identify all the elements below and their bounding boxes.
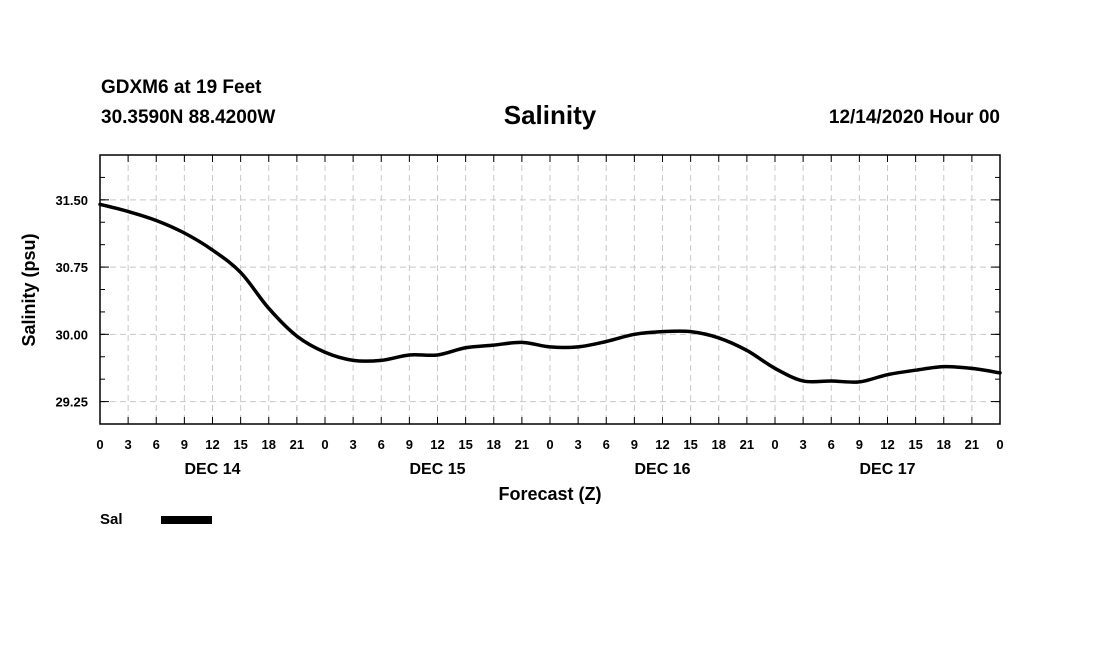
x-tick-label: 9 bbox=[406, 437, 413, 452]
day-label: DEC 17 bbox=[859, 461, 915, 478]
x-tick-label: 18 bbox=[262, 437, 276, 452]
day-label: DEC 15 bbox=[409, 461, 465, 478]
x-tick-label: 18 bbox=[712, 437, 726, 452]
station-label: GDXM6 at 19 Feet bbox=[101, 77, 262, 98]
x-tick-label: 15 bbox=[908, 437, 922, 452]
x-tick-label: 3 bbox=[800, 437, 807, 452]
x-tick-label: 21 bbox=[965, 437, 979, 452]
x-tick-label: 9 bbox=[181, 437, 188, 452]
grid-lines bbox=[100, 155, 1000, 424]
day-label: DEC 14 bbox=[184, 461, 240, 478]
axes: 0 3 6 9 12 15 18 21 0 3 6 9 12 15 18 21 0 3 6 9 12 15 18 21 0 3 6 9… bbox=[55, 154, 1004, 478]
x-tick-label: 15 bbox=[458, 437, 472, 452]
x-tick-label: 0 bbox=[546, 437, 553, 452]
x-tick-label: 3 bbox=[350, 437, 357, 452]
coordinates-label: 30.3590N 88.4200W bbox=[101, 107, 276, 128]
x-tick-label: 18 bbox=[937, 437, 951, 452]
x-tick-label: 12 bbox=[205, 437, 219, 452]
y-tick-label: 29.25 bbox=[55, 395, 88, 410]
x-tick-label: 12 bbox=[655, 437, 669, 452]
x-tick-label: 9 bbox=[631, 437, 638, 452]
chart-title: Salinity bbox=[503, 100, 597, 130]
x-tick-label: 0 bbox=[96, 437, 103, 452]
day-label: DEC 16 bbox=[634, 461, 690, 478]
x-tick-label: 18 bbox=[487, 437, 501, 452]
legend-swatch bbox=[161, 516, 212, 524]
x-tick-label: 6 bbox=[378, 437, 385, 452]
x-tick-label: 21 bbox=[515, 437, 529, 452]
y-tick-label: 30.75 bbox=[55, 260, 88, 275]
x-tick-label: 15 bbox=[683, 437, 697, 452]
x-axis-title: Forecast (Z) bbox=[498, 484, 601, 504]
y-tick-label: 31.50 bbox=[55, 193, 88, 208]
x-tick-label: 0 bbox=[321, 437, 328, 452]
legend-label: Sal bbox=[100, 511, 123, 528]
x-tick-label: 12 bbox=[880, 437, 894, 452]
x-tick-label: 6 bbox=[153, 437, 160, 452]
x-tick-label: 0 bbox=[771, 437, 778, 452]
x-tick-label: 6 bbox=[828, 437, 835, 452]
x-tick-label: 21 bbox=[290, 437, 304, 452]
x-tick-label: 6 bbox=[603, 437, 610, 452]
x-tick-label: 3 bbox=[125, 437, 132, 452]
x-tick-label: 21 bbox=[740, 437, 754, 452]
series-line-sal bbox=[98, 202, 1002, 384]
x-tick-label: 0 bbox=[996, 437, 1003, 452]
forecast-time-label: 12/14/2020 Hour 00 bbox=[828, 107, 1000, 128]
x-tick-label: 9 bbox=[856, 437, 863, 452]
x-tick-label: 15 bbox=[233, 437, 247, 452]
x-tick-label: 3 bbox=[575, 437, 582, 452]
y-tick-label: 30.00 bbox=[55, 327, 88, 342]
x-tick-label: 12 bbox=[430, 437, 444, 452]
series-layer bbox=[98, 202, 1002, 384]
y-axis-title: Salinity (psu) bbox=[19, 233, 39, 346]
